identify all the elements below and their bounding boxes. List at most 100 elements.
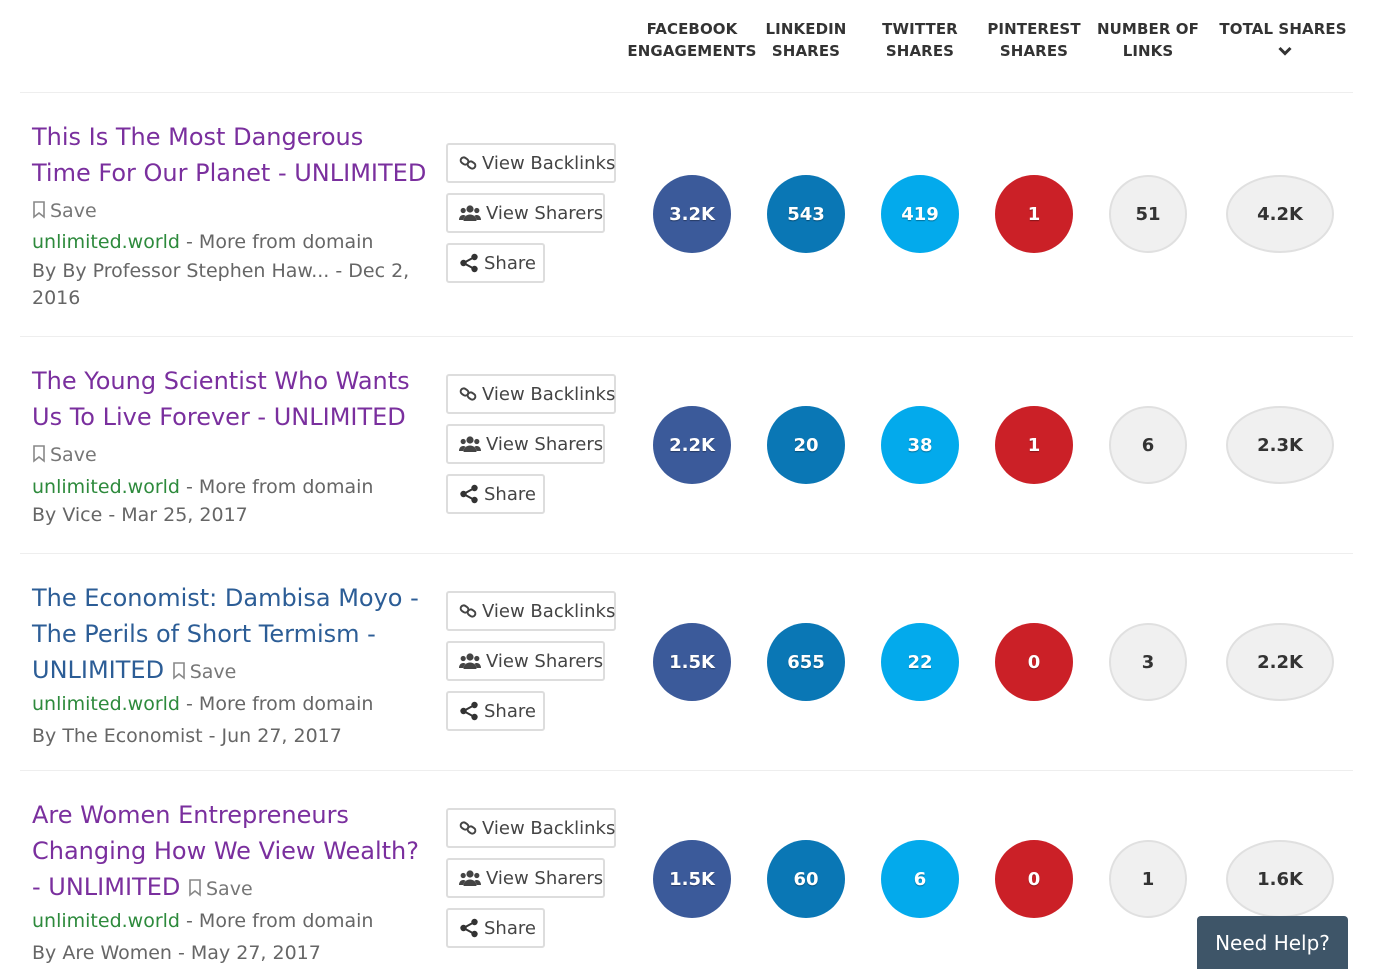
- view-backlinks-button[interactable]: View Backlinks: [446, 591, 616, 631]
- view-sharers-button[interactable]: View Sharers: [446, 193, 605, 233]
- article-byline: By Vice - Mar 25, 2017: [32, 504, 248, 526]
- metric-facebook: 3.2K: [653, 175, 731, 253]
- bookmark-icon: [32, 200, 50, 222]
- view-backlinks-label: View Backlinks: [482, 383, 616, 405]
- view-backlinks-button[interactable]: View Backlinks: [446, 143, 616, 183]
- metric-linkedin: 655: [767, 623, 845, 701]
- article-title: Are Women Entrepreneurs Changing How We …: [32, 797, 427, 907]
- bookmark-icon: [32, 444, 50, 466]
- metric-linkedin: 543: [767, 175, 845, 253]
- view-sharers-label: View Sharers: [486, 650, 604, 672]
- share-label: Share: [484, 700, 536, 722]
- share-icon: [459, 918, 484, 938]
- metric-linkedin: 60: [767, 840, 845, 918]
- column-header-label: TWITTER: [882, 20, 958, 38]
- share-icon: [459, 484, 484, 504]
- save-label: Save: [189, 661, 237, 683]
- share-button[interactable]: Share: [446, 474, 545, 514]
- table-row: The Young Scientist Who Wants Us To Live…: [20, 336, 1353, 554]
- metric-links: 1: [1109, 840, 1187, 918]
- table-row: Are Women Entrepreneurs Changing How We …: [20, 770, 1353, 971]
- share-icon: [459, 253, 484, 273]
- column-header-total[interactable]: TOTAL SHARES: [1213, 18, 1353, 63]
- save-label: Save: [50, 444, 97, 466]
- link-icon: [459, 602, 482, 620]
- column-header-twitter[interactable]: TWITTER SHARES: [855, 18, 985, 62]
- metric-facebook: 1.5K: [653, 623, 731, 701]
- view-backlinks-label: View Backlinks: [482, 817, 616, 839]
- domain-link[interactable]: unlimited.world: [32, 476, 180, 498]
- article-byline: By By Professor Stephen Haw... - Dec 2, …: [32, 260, 410, 309]
- column-header-links[interactable]: NUMBER OF LINKS: [1083, 18, 1213, 62]
- link-icon: [459, 819, 482, 837]
- metric-total: 2.3K: [1226, 406, 1334, 484]
- view-sharers-button[interactable]: View Sharers: [446, 424, 605, 464]
- share-button[interactable]: Share: [446, 243, 545, 283]
- column-header-pinterest[interactable]: PINTEREST SHARES: [969, 18, 1099, 62]
- metric-pinterest: 1: [995, 175, 1073, 253]
- save-button[interactable]: Save: [188, 878, 253, 900]
- share-button[interactable]: Share: [446, 691, 545, 731]
- metric-total: 2.2K: [1226, 623, 1334, 701]
- metric-twitter: 22: [881, 623, 959, 701]
- share-icon: [459, 701, 484, 721]
- column-header-label: PINTEREST: [987, 20, 1081, 38]
- column-header-facebook[interactable]: FACEBOOK ENGAGEMENTS: [627, 18, 757, 62]
- more-from-domain-link[interactable]: More from domain: [198, 476, 374, 498]
- column-header-label: LINKEDIN: [765, 20, 847, 38]
- link-icon: [459, 385, 482, 403]
- column-header-label: TOTAL SHARES: [1219, 20, 1347, 38]
- metric-pinterest: 0: [995, 623, 1073, 701]
- article-title: This Is The Most Dangerous Time For Our …: [32, 119, 427, 229]
- link-icon: [459, 154, 482, 172]
- view-sharers-button[interactable]: View Sharers: [446, 858, 605, 898]
- bookmark-icon: [188, 878, 206, 900]
- more-from-domain-link[interactable]: More from domain: [198, 231, 374, 253]
- column-header-label: SHARES: [771, 42, 841, 60]
- article-title: The Young Scientist Who Wants Us To Live…: [32, 363, 427, 473]
- domain-line: unlimited.world - More from domain: [32, 476, 374, 498]
- metric-links: 51: [1109, 175, 1187, 253]
- save-label: Save: [50, 200, 97, 222]
- table-header: FACEBOOK ENGAGEMENTS LINKEDIN SHARES TWITTER…: [0, 0, 1375, 92]
- metric-total: 4.2K: [1226, 175, 1334, 253]
- domain-link[interactable]: unlimited.world: [32, 693, 180, 715]
- save-button[interactable]: Save: [32, 444, 97, 466]
- column-header-label: FACEBOOK: [646, 20, 738, 38]
- article-title: The Economist: Dambisa Moyo - The Perils…: [32, 580, 427, 690]
- article-title-link[interactable]: The Economist: Dambisa Moyo - The Perils…: [32, 584, 419, 684]
- metric-pinterest: 1: [995, 406, 1073, 484]
- save-button[interactable]: Save: [32, 200, 97, 222]
- more-from-domain-link[interactable]: More from domain: [198, 910, 374, 932]
- view-sharers-button[interactable]: View Sharers: [446, 641, 605, 681]
- column-header-label: SHARES: [999, 42, 1069, 60]
- users-icon: [459, 652, 486, 670]
- bookmark-icon: [172, 661, 190, 683]
- view-backlinks-label: View Backlinks: [482, 600, 616, 622]
- chevron-down-icon: [1277, 41, 1292, 63]
- view-backlinks-label: View Backlinks: [482, 152, 616, 174]
- share-button[interactable]: Share: [446, 908, 545, 948]
- article-title-link[interactable]: The Young Scientist Who Wants Us To Live…: [32, 367, 410, 431]
- view-backlinks-button[interactable]: View Backlinks: [446, 374, 616, 414]
- view-backlinks-button[interactable]: View Backlinks: [446, 808, 616, 848]
- more-from-domain-link[interactable]: More from domain: [198, 693, 374, 715]
- article-byline: By The Economist - Jun 27, 2017: [32, 725, 342, 747]
- column-header-label: ENGAGEMENTS: [627, 42, 757, 60]
- article-title-link[interactable]: Are Women Entrepreneurs Changing How We …: [32, 801, 419, 901]
- metric-links: 6: [1109, 406, 1187, 484]
- column-header-linkedin[interactable]: LINKEDIN SHARES: [741, 18, 871, 62]
- need-help-button[interactable]: Need Help?: [1197, 916, 1348, 969]
- article-title-link[interactable]: This Is The Most Dangerous Time For Our …: [32, 123, 427, 187]
- domain-link[interactable]: unlimited.world: [32, 910, 180, 932]
- metric-linkedin: 20: [767, 406, 845, 484]
- save-button[interactable]: Save: [172, 661, 237, 683]
- users-icon: [459, 204, 486, 222]
- metric-total: 1.6K: [1226, 840, 1334, 918]
- domain-line: unlimited.world - More from domain: [32, 231, 374, 253]
- domain-line: unlimited.world - More from domain: [32, 693, 374, 715]
- domain-link[interactable]: unlimited.world: [32, 231, 180, 253]
- metric-pinterest: 0: [995, 840, 1073, 918]
- users-icon: [459, 435, 486, 453]
- metric-links: 3: [1109, 623, 1187, 701]
